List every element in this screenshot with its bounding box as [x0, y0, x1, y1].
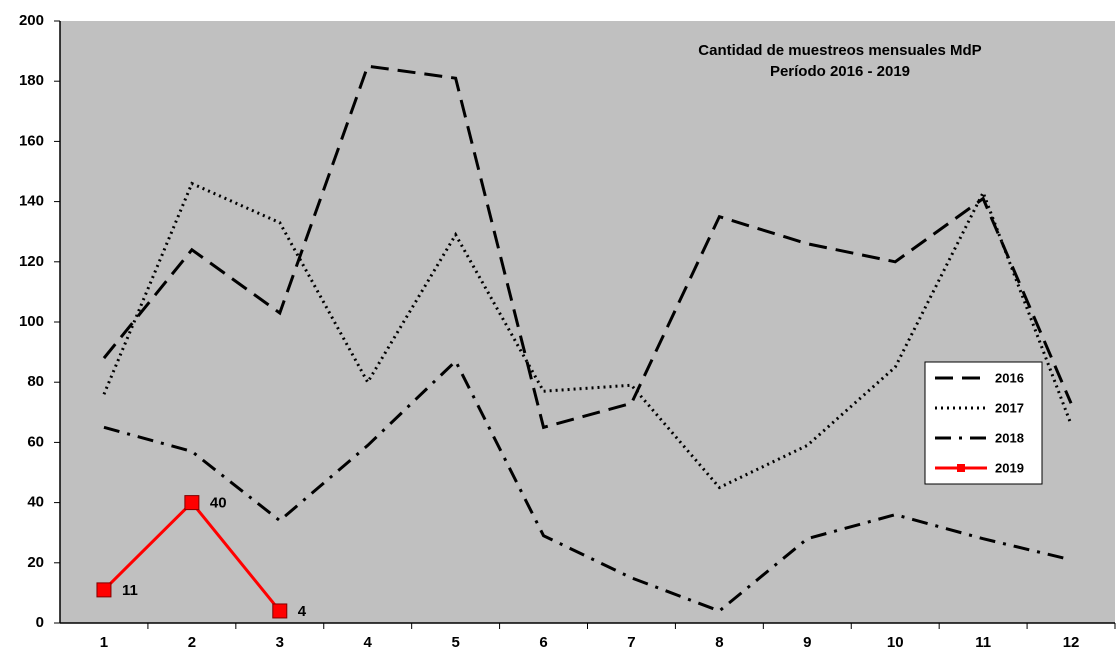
- x-tick-label: 1: [100, 634, 108, 651]
- legend-box: [924, 361, 1043, 485]
- x-tick-label: 9: [803, 634, 811, 651]
- x-tick-label: 7: [627, 634, 635, 651]
- x-tick-label: 10: [887, 634, 904, 651]
- legend-marker: [957, 464, 965, 472]
- series-line: [102, 64, 1073, 430]
- legend-label: 2018: [995, 430, 1024, 445]
- series-line: [102, 181, 1073, 490]
- x-tick-label: 8: [715, 634, 723, 651]
- x-tick-label: 11: [975, 634, 991, 651]
- x-tick-label: 5: [451, 634, 459, 651]
- legend-label: 2017: [995, 400, 1024, 415]
- y-tick-label: 120: [19, 253, 44, 270]
- plot-area: [60, 21, 1115, 623]
- point-marker: [184, 495, 200, 511]
- point-marker: [96, 582, 112, 598]
- chart-title: Cantidad de muestreos mensuales MdP: [698, 42, 981, 59]
- y-tick-label: 160: [19, 132, 44, 149]
- series-line: [103, 358, 1072, 613]
- y-tick-label: 60: [27, 433, 44, 450]
- y-tick-label: 200: [19, 12, 44, 29]
- chart-subtitle: Período 2016 - 2019: [770, 63, 910, 80]
- y-tick-label: 40: [27, 494, 44, 511]
- legend-label: 2019: [995, 460, 1024, 475]
- point-marker: [272, 603, 288, 619]
- data-label: 4: [298, 603, 307, 620]
- y-tick-label: 100: [19, 313, 44, 330]
- y-tick-label: 80: [27, 373, 44, 390]
- data-label: 40: [210, 495, 227, 512]
- x-tick-label: 6: [539, 634, 547, 651]
- y-tick-label: 20: [27, 554, 44, 571]
- x-tick-label: 12: [1063, 634, 1080, 651]
- x-tick-label: 4: [364, 634, 373, 651]
- y-tick-label: 180: [19, 72, 44, 89]
- y-tick-label: 140: [19, 193, 44, 210]
- y-tick-label: 0: [36, 614, 44, 631]
- legend-label: 2016: [995, 370, 1024, 385]
- data-label: 11: [122, 582, 138, 599]
- x-tick-label: 3: [276, 634, 284, 651]
- x-tick-label: 2: [188, 634, 196, 651]
